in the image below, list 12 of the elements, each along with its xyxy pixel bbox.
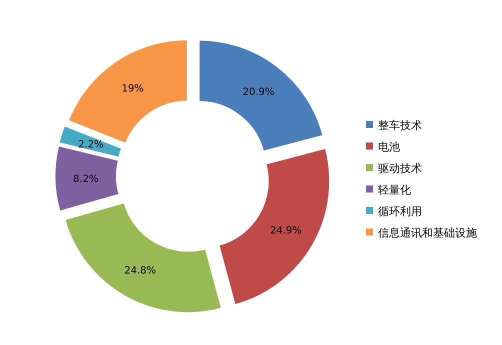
legend-label: 信息通讯和基础设施 <box>378 226 477 240</box>
data-label: 20.9% <box>242 87 274 98</box>
legend-label: 循环利用 <box>378 205 422 218</box>
data-label: 24.8% <box>124 265 156 276</box>
data-label: 24.9% <box>270 226 302 237</box>
data-label: 8.2% <box>73 174 98 186</box>
data-label: 19% <box>122 83 144 94</box>
legend-label: 驱动技术 <box>378 162 422 175</box>
legend-label: 整车技术 <box>378 119 422 132</box>
data-label: 2.2% <box>78 139 104 150</box>
legend-label: 轻量化 <box>378 184 411 196</box>
legend-label: 电池 <box>378 140 400 154</box>
